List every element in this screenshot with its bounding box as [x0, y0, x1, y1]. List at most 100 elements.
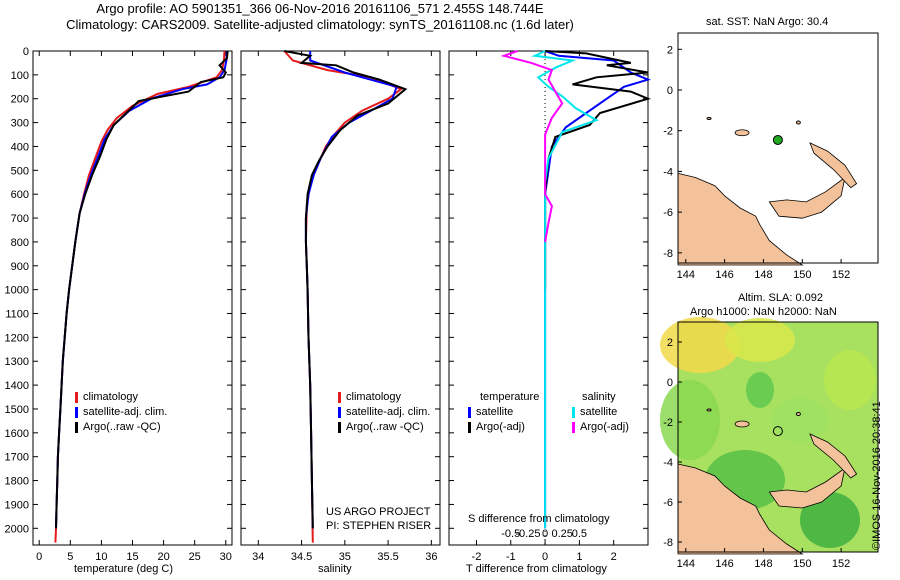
y-tick-label: 100 [11, 70, 29, 82]
x-tick-label: 0 [542, 551, 548, 563]
plot-frame-difference-profile [448, 50, 649, 546]
map-x-tick-label: 146 [715, 558, 733, 570]
land-new-ireland [809, 142, 858, 189]
map-x-tick-label: 144 [677, 269, 695, 281]
series-line-argo [55, 50, 229, 529]
title-line-1: Argo profile: AO 5901351_366 06-Nov-2016… [96, 1, 544, 16]
map-x-tick-label: 152 [832, 269, 850, 281]
sla-anomaly-blob [824, 350, 876, 410]
map-y-tick-label: -8 [663, 537, 673, 549]
legend-argo-label: Argo(..raw -QC) [346, 421, 424, 433]
map-x-tick-label: 144 [677, 558, 695, 570]
sst-map-title: sat. SST: NaN Argo: 30.4 [706, 16, 829, 28]
legend-argo-label: Argo(..raw -QC) [83, 421, 161, 433]
pi-annotation: PI: STEPHEN RISER [326, 520, 432, 532]
x-tick-label: 34.5 [291, 551, 312, 563]
top-tick-label: 0 [542, 528, 548, 540]
legend-argo-swatch [75, 422, 78, 433]
x-tick-label: 36 [425, 551, 437, 563]
x-tick-label: -2 [472, 551, 482, 563]
y-tick-label: 1300 [5, 356, 29, 368]
sla-anomaly-blob [800, 492, 860, 548]
top-tick-label: -0.5 [501, 528, 520, 540]
legend-s-argo-swatch [572, 422, 575, 433]
y-tick-label: 1400 [5, 380, 29, 392]
sla-anomaly-blob [746, 372, 774, 408]
legend-salinity-heading: salinity [582, 391, 616, 403]
legend-t-argo-swatch [468, 422, 471, 433]
x-tick-label: 30 [220, 551, 232, 563]
map-y-tick-label: -8 [663, 248, 673, 260]
land-islet [706, 116, 712, 120]
map-y-tick-label: 0 [667, 377, 673, 389]
land-new-britain [768, 176, 846, 219]
temperature-axis-label: temperature (deg C) [74, 563, 174, 575]
y-tick-label: 1900 [5, 499, 29, 511]
map-y-tick-label: 0 [667, 85, 673, 97]
salinity-legend: climatology satellite-adj. clim. Argo(..… [338, 390, 430, 435]
map-x-tick-label: 148 [754, 269, 772, 281]
map-x-tick-label: 150 [793, 269, 811, 281]
y-tick-label: 300 [11, 118, 29, 130]
map-x-tick-label: 152 [832, 558, 850, 570]
x-tick-label: 35.5 [377, 551, 398, 563]
y-tick-label: 2000 [5, 523, 29, 535]
legend-climatology-swatch [338, 392, 341, 403]
legend-t-satellite-label: satellite [476, 406, 514, 418]
x-tick-label: 2 [611, 551, 617, 563]
imos-credit: ©IMOS 16-Nov-2016 20:38:41 [871, 401, 883, 550]
land-islet [706, 408, 712, 412]
top-tick-label: -0.25 [515, 528, 540, 540]
top-tick-label: 0.25 [552, 528, 573, 540]
map-x-tick-label: 148 [754, 558, 772, 570]
salinity-axis-label: salinity [318, 563, 352, 575]
y-tick-label: 1800 [5, 476, 29, 488]
top-tick-label: 0.5 [572, 528, 587, 540]
map-y-tick-label: -2 [663, 417, 673, 429]
y-tick-label: 700 [11, 213, 29, 225]
x-tick-label: 5 [67, 551, 73, 563]
series-line-salinity-satellite [531, 50, 599, 529]
sla-map-title-2: Argo h1000: NaN h2000: NaN [690, 306, 837, 318]
sla-map-title-1: Altim. SLA: 0.092 [738, 292, 823, 304]
map-y-tick-label: -4 [663, 166, 673, 178]
map-y-tick-label: -4 [663, 457, 673, 469]
legend-argo-swatch [338, 422, 341, 433]
land-new-ireland [809, 433, 858, 479]
x-tick-label: -1 [506, 551, 516, 563]
legend-climatology-swatch [75, 392, 78, 403]
t-difference-axis-label: T difference from climatology [466, 563, 607, 575]
sla-anomaly-blob [725, 318, 795, 362]
map-x-tick-label: 146 [715, 269, 733, 281]
map-y-tick-label: 2 [667, 44, 673, 56]
y-tick-label: 1200 [5, 332, 29, 344]
x-tick-label: 15 [126, 551, 138, 563]
y-tick-label: 1500 [5, 404, 29, 416]
land-new-britain [768, 467, 846, 509]
legend-satellite-swatch [75, 407, 78, 418]
land-new-guinea [677, 463, 804, 555]
map-y-tick-label: -6 [663, 207, 673, 219]
series-line-argo [284, 50, 408, 529]
land-islet [795, 412, 801, 416]
legend-satellite-swatch [338, 407, 341, 418]
x-tick-label: 1 [576, 551, 582, 563]
y-tick-label: 800 [11, 237, 29, 249]
difference-legend-salinity: salinity satellite Argo(-adj) [572, 390, 629, 435]
y-tick-label: 600 [11, 189, 29, 201]
y-tick-label: 900 [11, 261, 29, 273]
land-manus [734, 129, 750, 137]
x-tick-label: 34 [252, 551, 264, 563]
y-tick-label: 0 [23, 46, 29, 58]
sla-anomaly-blob [772, 398, 828, 442]
x-tick-label: 0 [36, 551, 42, 563]
y-tick-label: 1100 [5, 309, 29, 321]
map-frame [677, 321, 879, 553]
difference-legend-temperature: temperature satellite Argo(-adj) [468, 390, 539, 435]
land-manus [734, 420, 750, 428]
x-tick-label: 25 [189, 551, 201, 563]
y-tick-label: 500 [11, 165, 29, 177]
legend-climatology-label: climatology [346, 391, 402, 403]
legend-s-satellite-label: satellite [580, 406, 618, 418]
